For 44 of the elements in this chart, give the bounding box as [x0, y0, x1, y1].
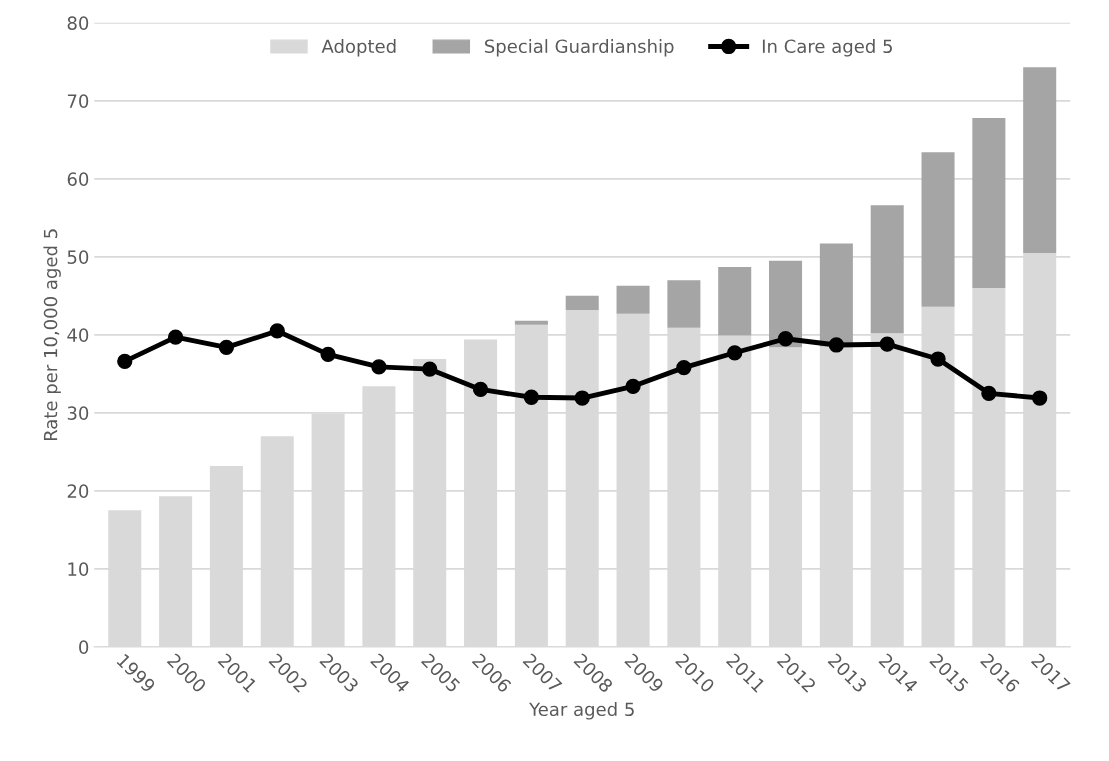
y-tick-label: 40: [67, 328, 89, 342]
bar: [1023, 67, 1057, 253]
y-tick-label: 10: [68, 562, 89, 576]
legend-label: In Care aged 5: [762, 39, 892, 57]
point: [625, 378, 641, 394]
point: [981, 385, 997, 401]
point: [1032, 390, 1048, 406]
bar: [667, 280, 701, 328]
y-tick-label: 30: [67, 406, 89, 420]
bar: [870, 205, 904, 334]
point: [879, 336, 895, 352]
point: [269, 323, 285, 339]
y-axis-title: Rate per 10,000 aged 5: [43, 229, 61, 441]
point: [828, 337, 845, 353]
point: [930, 351, 946, 367]
point: [218, 339, 235, 355]
point: [320, 346, 336, 362]
point: [167, 329, 184, 345]
y-tick-label: 80: [67, 16, 89, 30]
y-tick-label: 70: [67, 94, 89, 108]
point: [371, 359, 387, 375]
bar: [921, 152, 955, 307]
point: [574, 390, 590, 406]
y-tick-label: 20: [67, 484, 89, 498]
y-tick-label: 0: [79, 640, 89, 654]
bar: [769, 260, 803, 348]
point: [676, 359, 692, 376]
point: [523, 389, 540, 405]
y-tick-label: 60: [67, 172, 89, 186]
bar: [565, 295, 599, 310]
point: [727, 345, 743, 361]
legend-label: Special Guardianship: [484, 39, 674, 57]
y-tick-label: 50: [67, 250, 89, 264]
x-axis-title: Year aged 5: [529, 702, 634, 720]
bar: [819, 243, 853, 347]
bar: [972, 117, 1006, 289]
bar: [718, 266, 752, 336]
point: [422, 361, 438, 377]
point: [117, 353, 133, 370]
legend-label: Adopted: [321, 39, 396, 57]
point: [472, 381, 489, 398]
bar: [514, 320, 548, 325]
bar: [616, 285, 650, 314]
point: [777, 331, 794, 347]
